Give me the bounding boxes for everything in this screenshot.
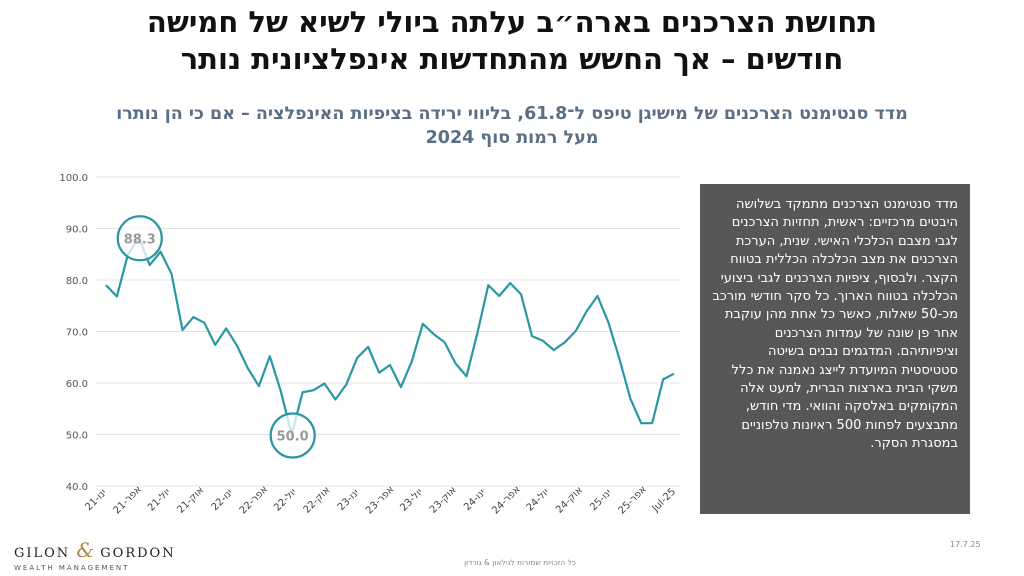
x-tick-label: יול-24	[525, 487, 552, 514]
y-tick-label: 50.0	[66, 431, 88, 442]
copyright-notice: כל הזכויות שמורות לגילאון & גורדון	[464, 558, 576, 567]
logo-tagline: WEALTH MANAGEMENT	[14, 564, 130, 572]
x-tick-label: ינו-25	[588, 487, 614, 513]
x-tick-label: אפר-23	[364, 484, 396, 516]
x-tick-label: ינו-22	[210, 487, 236, 513]
x-tick-label: אפר-22	[238, 484, 270, 516]
y-tick-label: 60.0	[66, 379, 88, 390]
y-tick-label: 90.0	[66, 225, 88, 236]
y-tick-label: 80.0	[66, 276, 88, 287]
sentiment-line-chart: 100.090.080.070.060.050.040.0ינו-21אפר-2…	[59, 173, 680, 516]
x-tick-label: יול-21	[146, 487, 173, 514]
annotation-circle	[116, 215, 163, 262]
x-tick-label: אוק-22	[302, 485, 333, 516]
x-tick-label: אפר-24	[490, 484, 522, 516]
page-title: תחושת הצרכנים בארה״ב עלתה ביולי לשיא של …	[20, 4, 1004, 78]
x-tick-label: אוק-23	[428, 485, 459, 516]
title-line-1: תחושת הצרכנים בארה״ב עלתה ביולי לשיא של …	[146, 5, 878, 39]
annotation-circle	[269, 412, 316, 459]
company-logo: GILON & GORDON WEALTH MANAGEMENT	[14, 538, 174, 572]
y-tick-label: 100.0	[59, 173, 88, 184]
description-text: מדד סנטימנט הצרכנים מתמקד בשלושה היבטים …	[712, 197, 958, 452]
subtitle-line-2: מעל רמות סוף 2024	[425, 128, 599, 148]
description-box: מדד סנטימנט הצרכנים מתמקד בשלושה היבטים …	[700, 184, 970, 514]
date-stamp: 17.7.25	[950, 540, 981, 549]
logo-wordmark: GILON & GORDON	[14, 538, 174, 562]
x-tick-label: ינו-23	[336, 487, 362, 513]
annotation-label: 50.0	[277, 430, 309, 445]
annotation-label: 88.3	[124, 232, 156, 247]
logo-left: GILON	[14, 546, 71, 561]
subtitle-line-1: מדד סנטימנט הצרכנים של מישיגן טיפס ל־61.…	[116, 104, 908, 124]
x-tick-label: אפר-21	[112, 484, 144, 516]
x-tick-label: אפר-25	[616, 484, 648, 516]
x-tick-label: אוק-24	[554, 485, 585, 516]
title-line-2: חודשים – אך החשש מהתחדשות אינפלציונית נו…	[180, 42, 844, 76]
x-tick-label: Jul-25	[650, 486, 679, 515]
x-tick-label: יול-22	[272, 487, 299, 514]
x-tick-label: אוק-21	[175, 485, 206, 516]
logo-right: GORDON	[100, 546, 176, 561]
logo-ampersand: &	[76, 538, 95, 562]
x-tick-label: יול-23	[398, 487, 425, 514]
y-tick-label: 40.0	[66, 482, 88, 493]
y-tick-label: 70.0	[66, 328, 88, 339]
page-subtitle: מדד סנטימנט הצרכנים של מישיגן טיפס ל־61.…	[30, 102, 994, 150]
sentiment-series-line	[105, 236, 675, 436]
x-tick-label: ינו-24	[462, 487, 488, 513]
